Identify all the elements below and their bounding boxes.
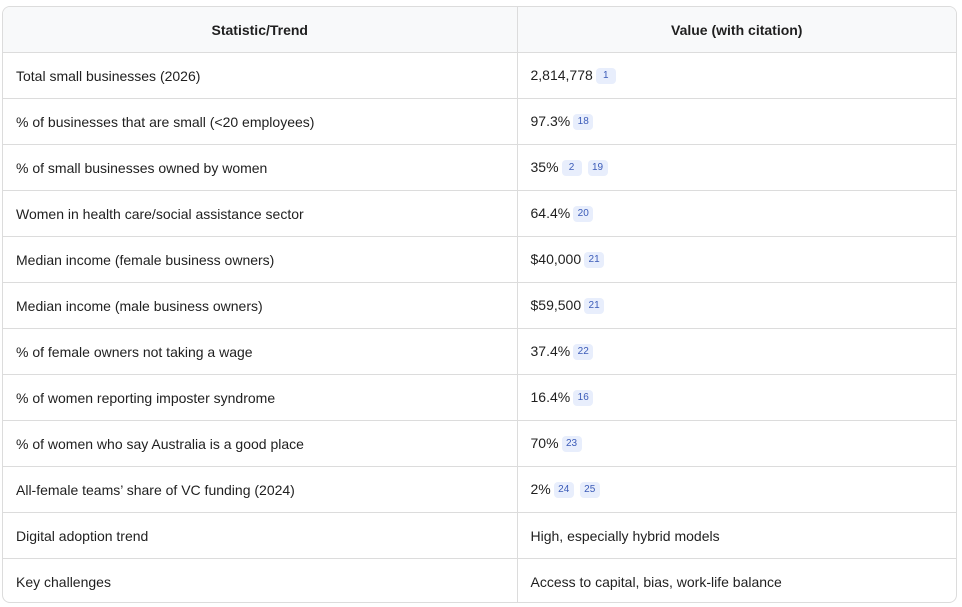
citation-badge[interactable]: 20 bbox=[573, 206, 594, 223]
citation-badge[interactable]: 18 bbox=[573, 114, 594, 131]
value-cell: 64.4% 20 bbox=[517, 190, 956, 237]
value-text: 35% bbox=[530, 158, 559, 175]
value-cell: 2% 24 25 bbox=[517, 466, 956, 513]
statistic-cell: All-female teams’ share of VC funding (2… bbox=[3, 466, 518, 513]
value-cell: 97.3% 18 bbox=[517, 98, 956, 145]
value-text: 16.4% bbox=[530, 388, 571, 405]
table-row: Total small businesses (2026) 2,814,778 1 bbox=[3, 52, 956, 99]
table-header-row: Statistic/Trend Value (with citation) bbox=[3, 7, 956, 53]
value-text: 2% bbox=[530, 480, 551, 497]
table-row: % of businesses that are small (<20 empl… bbox=[3, 98, 956, 145]
statistic-cell: Key challenges bbox=[3, 558, 518, 602]
statistics-table-container: Statistic/Trend Value (with citation) To… bbox=[2, 6, 957, 603]
table-body: Total small businesses (2026) 2,814,778 1%… bbox=[3, 52, 956, 603]
column-header-statistic: Statistic/Trend bbox=[3, 7, 518, 53]
value-cell: Access to capital, bias, work-life balan… bbox=[517, 559, 956, 603]
value-cell: $59,500 21 bbox=[517, 282, 956, 329]
table-row: All-female teams’ share of VC funding (2… bbox=[3, 466, 956, 513]
value-text: 97.3% bbox=[530, 112, 571, 129]
value-text: 37.4% bbox=[530, 342, 571, 359]
table-row: Key challenges Access to capital, bias, w… bbox=[3, 558, 956, 603]
citation-badge[interactable]: 16 bbox=[573, 390, 594, 407]
value-cell: 2,814,778 1 bbox=[517, 52, 956, 99]
citation-badge[interactable]: 22 bbox=[573, 344, 594, 361]
citation-badge[interactable]: 21 bbox=[584, 252, 605, 269]
value-cell: 35% 2 19 bbox=[517, 144, 956, 191]
value-text: 2,814,778 bbox=[530, 66, 593, 83]
statistic-cell: Digital adoption trend bbox=[3, 512, 518, 559]
citation-badge[interactable]: 1 bbox=[595, 68, 616, 85]
statistic-cell: % of businesses that are small (<20 empl… bbox=[3, 98, 518, 145]
value-text: Access to capital, bias, work-life balan… bbox=[530, 573, 782, 590]
value-cell: 16.4% 16 bbox=[517, 374, 956, 421]
citation-badge[interactable]: 23 bbox=[561, 436, 582, 453]
statistic-cell: Women in health care/social assistance s… bbox=[3, 190, 518, 237]
column-header-value: Value (with citation) bbox=[517, 7, 956, 53]
value-cell: $40,000 21 bbox=[517, 236, 956, 283]
table-row: % of women reporting imposter syndrome 16… bbox=[3, 374, 956, 421]
value-text: 64.4% bbox=[530, 204, 571, 221]
value-text: High, especially hybrid models bbox=[530, 527, 720, 544]
citation-badge[interactable]: 24 bbox=[553, 482, 574, 499]
citation-badge[interactable]: 2 bbox=[561, 160, 582, 177]
citation-badge[interactable]: 25 bbox=[579, 482, 600, 499]
citation-badge[interactable]: 21 bbox=[584, 298, 605, 315]
statistic-cell: Median income (female business owners) bbox=[3, 236, 518, 283]
value-cell: 70% 23 bbox=[517, 420, 956, 467]
statistic-cell: Total small businesses (2026) bbox=[3, 52, 518, 99]
table-row: % of female owners not taking a wage 37.4… bbox=[3, 328, 956, 375]
statistics-table: Statistic/Trend Value (with citation) To… bbox=[3, 7, 956, 603]
statistic-cell: % of women reporting imposter syndrome bbox=[3, 374, 518, 421]
table-row: % of women who say Australia is a good p… bbox=[3, 420, 956, 467]
value-cell: 37.4% 22 bbox=[517, 328, 956, 375]
table-row: % of small businesses owned by women 35% 2… bbox=[3, 144, 956, 191]
table-row: Women in health care/social assistance s… bbox=[3, 190, 956, 237]
statistic-cell: % of female owners not taking a wage bbox=[3, 328, 518, 375]
value-text: $40,000 bbox=[530, 250, 582, 267]
table-row: Digital adoption trend High, especially h… bbox=[3, 512, 956, 559]
value-text: $59,500 bbox=[530, 296, 582, 313]
table-row: Median income (female business owners) $4… bbox=[3, 236, 956, 283]
citation-badge[interactable]: 19 bbox=[587, 160, 608, 177]
table-row: Median income (male business owners) $59,… bbox=[3, 282, 956, 329]
value-text: 70% bbox=[530, 434, 559, 451]
statistic-cell: Median income (male business owners) bbox=[3, 282, 518, 329]
statistic-cell: % of women who say Australia is a good p… bbox=[3, 420, 518, 467]
statistic-cell: % of small businesses owned by women bbox=[3, 144, 518, 191]
value-cell: High, especially hybrid models bbox=[517, 512, 956, 559]
